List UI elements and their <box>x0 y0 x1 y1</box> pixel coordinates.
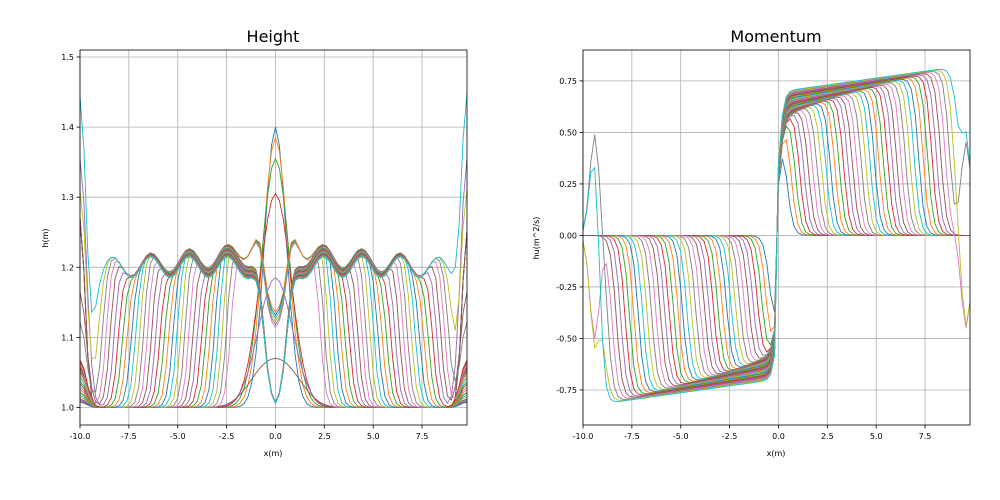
height-gridlines <box>79 50 467 425</box>
height-x-tick-label: 0.0 <box>269 432 282 441</box>
momentum-x-tick-label: -5.0 <box>673 432 689 441</box>
height-x-tick-label: -10.0 <box>70 432 91 441</box>
momentum-y-tick-label: -0.25 <box>556 283 577 292</box>
momentum-title: Momentum <box>730 27 821 46</box>
height-y-ticks: 1.0 1.1 1.2 1.3 1.4 1.5 <box>61 53 80 412</box>
height-series-line <box>80 157 467 408</box>
momentum-plot: Momentum -10.0 -7.5 -5.0 -2.5 0.0 2.5 5.0 7.5 -… <box>532 27 971 458</box>
momentum-series-line <box>583 68 970 402</box>
height-title: Height <box>247 27 300 46</box>
height-y-tick-label: 1.1 <box>61 333 74 342</box>
momentum-x-ticks: -10.0 -7.5 -5.0 -2.5 0.0 2.5 5.0 7.5 <box>573 425 932 441</box>
height-series-group <box>80 93 467 408</box>
height-x-tick-label: 5.0 <box>367 432 380 441</box>
momentum-y-ticks: -0.75 -0.50 -0.25 0.00 0.25 0.50 0.75 <box>556 77 583 395</box>
height-x-tick-label: 7.5 <box>416 432 429 441</box>
momentum-y-tick-label: 0.50 <box>559 128 577 137</box>
momentum-series-group <box>583 68 970 402</box>
momentum-y-tick-label: 0.25 <box>559 180 577 189</box>
height-y-tick-label: 1.2 <box>61 263 74 272</box>
momentum-y-tick-label: -0.75 <box>556 386 577 395</box>
height-x-tick-label: -2.5 <box>219 432 235 441</box>
momentum-x-tick-label: 5.0 <box>870 432 883 441</box>
height-y-tick-label: 1.0 <box>61 403 74 412</box>
momentum-y-tick-label: 0.00 <box>559 231 577 240</box>
momentum-x-tick-label: 7.5 <box>919 432 932 441</box>
height-x-tick-label: -7.5 <box>121 432 137 441</box>
momentum-x-tick-label: -2.5 <box>722 432 738 441</box>
height-series-line <box>80 251 467 408</box>
momentum-x-tick-label: -10.0 <box>573 432 594 441</box>
momentum-axes-frame <box>582 49 971 426</box>
momentum-y-tick-label: -0.50 <box>556 334 577 343</box>
momentum-y-tick-label: 0.75 <box>559 77 577 86</box>
momentum-y-axis-label: hu(m^2/s) <box>532 217 541 260</box>
height-series-line <box>80 189 467 405</box>
height-y-tick-label: 1.5 <box>61 53 74 62</box>
height-axes-frame <box>79 49 468 426</box>
height-x-tick-label: 2.5 <box>318 432 331 441</box>
momentum-x-tick-label: -7.5 <box>624 432 640 441</box>
height-x-ticks: -10.0 -7.5 -5.0 -2.5 0.0 2.5 5.0 7.5 <box>70 425 429 441</box>
height-y-tick-label: 1.4 <box>61 123 74 132</box>
momentum-x-tick-label: 2.5 <box>821 432 834 441</box>
momentum-x-axis-label: x(m) <box>767 449 786 458</box>
height-y-axis-label: h(m) <box>41 228 50 247</box>
height-y-tick-label: 1.3 <box>61 193 74 202</box>
height-x-tick-label: -5.0 <box>170 432 186 441</box>
height-x-axis-label: x(m) <box>264 449 283 458</box>
height-plot: Height -10.0 -7.5 -5.0 -2.5 0.0 2.5 5.0 7.5 1.0… <box>41 27 468 458</box>
height-series-line <box>80 93 467 405</box>
momentum-x-tick-label: 0.0 <box>772 432 785 441</box>
